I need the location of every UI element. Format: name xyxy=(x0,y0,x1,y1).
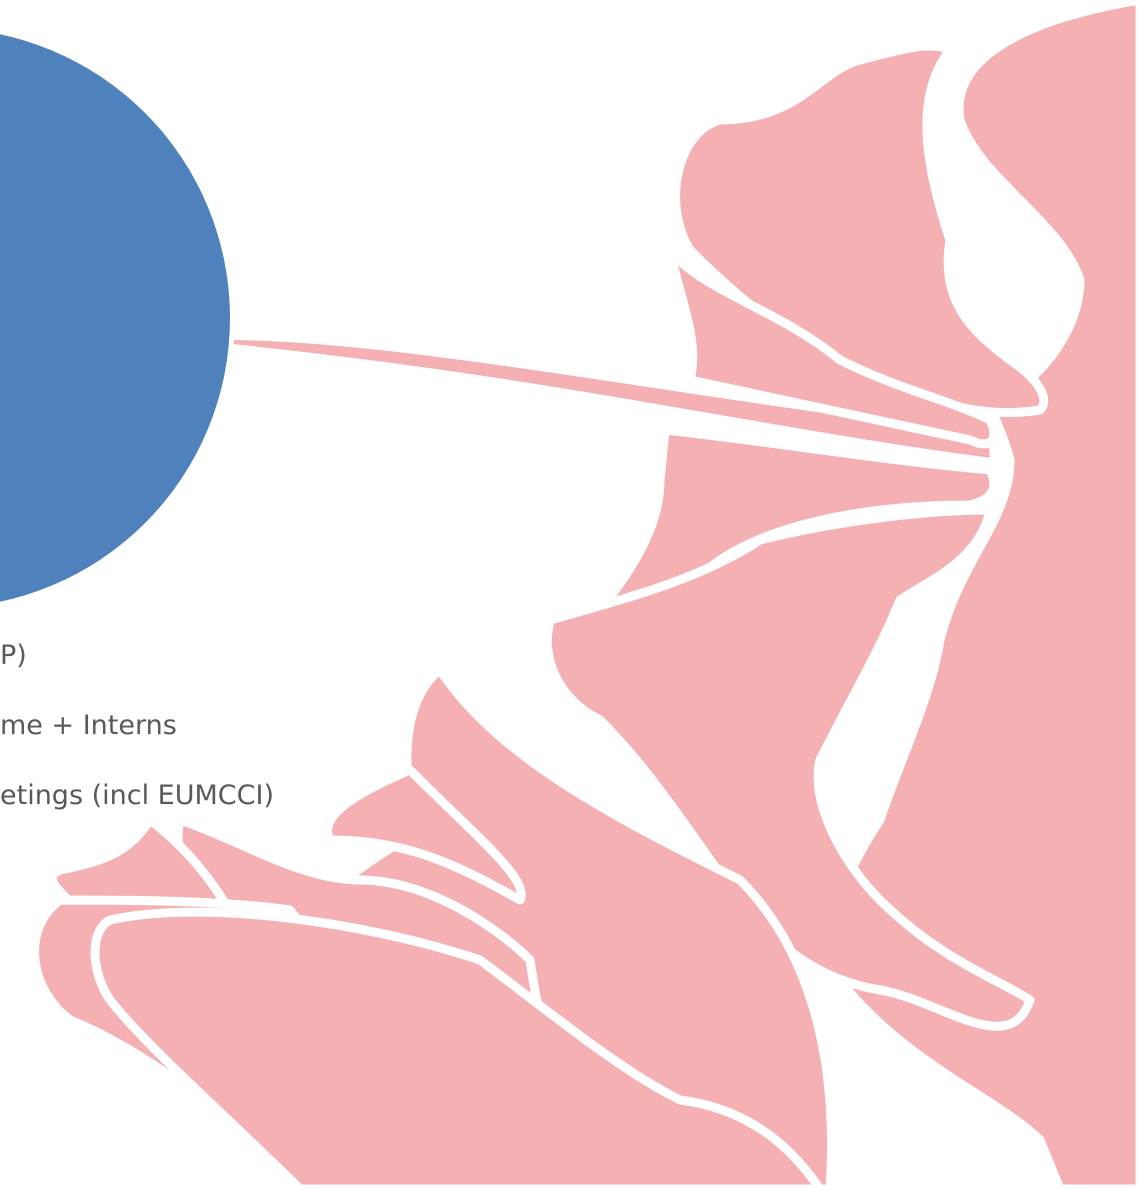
bullet-text: P) xyxy=(0,640,27,671)
page: P) me + Interns etings (incl EUMCCI) (()… xyxy=(0,0,1140,1189)
slide: P) me + Interns etings (incl EUMCCI) xyxy=(0,0,1140,1189)
bullet-text: me + Interns xyxy=(0,710,177,741)
flower xyxy=(35,0,1140,1189)
blue-circle xyxy=(0,28,230,608)
bullet-text: etings (incl EUMCCI) xyxy=(0,780,274,811)
